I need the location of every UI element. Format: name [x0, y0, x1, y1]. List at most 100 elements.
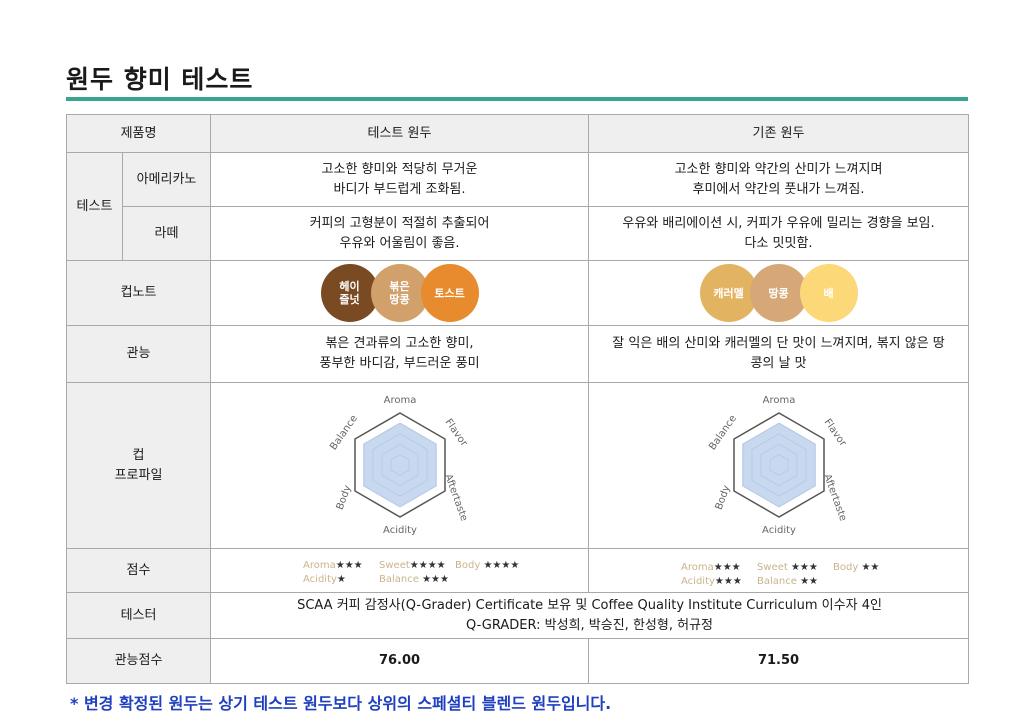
- latte-current-text: 우유와 배리에이션 시, 커피가 우유에 밀리는 경향을 보임. 다소 밋밋함.: [622, 215, 935, 251]
- score-key: Sweet: [757, 561, 788, 573]
- score-current-group: Aroma★★★ Sweet ★★★ Body ★★ Acidity★★★ Ba…: [589, 550, 968, 592]
- score-stars: ★★: [800, 575, 819, 587]
- sensory-current-text: 잘 익은 배의 산미와 캐러멜의 단 맛이 느껴지며, 볶지 않은 땅 콩의 날…: [612, 336, 945, 371]
- score-stars: ★★★: [335, 559, 363, 571]
- score-test-group: Aroma★★★ Sweet★★★★ Body ★★★★ Acidity★ Ba…: [211, 550, 588, 592]
- score-key: Balance: [379, 573, 419, 585]
- score-stars: ★★★: [714, 575, 742, 587]
- score-current-balance: Balance ★★: [757, 572, 818, 592]
- page-title: 원두 향미 테스트: [66, 65, 254, 94]
- cup-note-current-cell: 캐러멜 땅콩 배: [588, 260, 970, 326]
- score-test-balance: Balance ★★★: [379, 570, 449, 590]
- header-product: 제품명: [65, 114, 212, 153]
- radar-test-grid-ring-3: [372, 433, 427, 497]
- radar-current-grid-ring-1: [769, 454, 788, 476]
- score-stars: ★★★: [422, 573, 449, 585]
- radar-current-grid-ring-4: [742, 422, 815, 508]
- americano-test-text: 고소한 향미와 적당히 무거운 바디가 부드럽게 조화됨.: [321, 161, 478, 197]
- tester-cell: SCAA 커피 감정사(Q-Grader) Certificate 보유 및 C…: [210, 592, 970, 639]
- tester-label: 테스터: [65, 592, 212, 639]
- score-test-aroma: Aroma★★★: [303, 556, 363, 576]
- latte-current-cell: 우유와 배리에이션 시, 커피가 우유에 밀리는 경향을 보임. 다소 밋밋함.: [588, 206, 970, 261]
- tester-certification: SCAA 커피 감정사(Q-Grader) Certificate 보유 및 C…: [297, 597, 882, 613]
- radar-test-grid-ring-2: [381, 443, 418, 487]
- note-bubble-pear: 배: [799, 264, 858, 322]
- score-key: Sweet: [379, 559, 410, 571]
- cup-profile-label-text: 컵 프로파일: [114, 447, 163, 483]
- sensory-current-cell: 잘 익은 배의 산미와 캐러멜의 단 맛이 느껴지며, 볶지 않은 땅 콩의 날…: [588, 325, 970, 383]
- header-current-bean: 기존 원두: [588, 114, 970, 153]
- latte-label: 라떼: [121, 206, 212, 261]
- score-test-body: Body ★★★★: [455, 556, 519, 576]
- score-stars: ★★: [861, 561, 880, 573]
- note-bubble-caramel: 캐러멜: [699, 264, 758, 322]
- radar-current-frame: [732, 412, 825, 518]
- sensory-score-test: 76.00: [210, 638, 590, 684]
- cup-profile-current-cell: Aroma Flavor Aftertaste Acidity Body Bal…: [588, 382, 970, 549]
- americano-current-cell: 고소한 향미와 약간의 산미가 느껴지며 후미에서 약간의 풋내가 느껴짐.: [588, 152, 970, 207]
- sensory-score-current: 71.50: [588, 638, 970, 684]
- americano-label: 아메리카노: [121, 152, 212, 207]
- cup-note-test-bubbles: 헤이 즐넛 볶은 땅콩 토스트: [320, 262, 479, 324]
- score-key: Balance: [757, 575, 797, 587]
- score-current-cell: Aroma★★★ Sweet ★★★ Body ★★ Acidity★★★ Ba…: [588, 548, 970, 593]
- score-test-cell: Aroma★★★ Sweet★★★★ Body ★★★★ Acidity★ Ba…: [210, 548, 590, 593]
- radar-test-axis-flavor: Flavor: [442, 417, 469, 449]
- score-key: Aroma: [303, 559, 336, 571]
- radar-test-grid-ring-1: [390, 454, 409, 476]
- radar-current-axis-aftertaste: Aftertaste: [821, 473, 848, 523]
- radar-current-axis-body: Body: [713, 484, 732, 512]
- cup-profile-test-cell: Aroma Flavor Aftertaste Acidity Body Bal…: [210, 382, 590, 549]
- sensory-test-text: 볶은 견과류의 고소한 향미, 풍부한 바디감, 부드러운 풍미: [319, 336, 480, 371]
- radar-chart-current: Aroma Flavor Aftertaste Acidity Body Bal…: [707, 395, 849, 536]
- radar-current-axis-aroma: Aroma: [762, 395, 795, 406]
- header-test-bean: 테스트 원두: [210, 114, 590, 153]
- score-label: 점수: [65, 548, 212, 593]
- score-stars: ★★★★: [483, 559, 520, 571]
- score-current-body: Body ★★: [833, 558, 879, 578]
- radar-current-grid-ring-2: [760, 443, 797, 487]
- note-bubble-peanut: 땅콩: [749, 264, 808, 322]
- radar-test-grid-ring-4: [363, 422, 436, 508]
- score-test-acidity: Acidity★: [303, 570, 346, 590]
- title-divider: [66, 97, 968, 101]
- latte-test-cell: 커피의 고형분이 적절히 추출되어 우유와 어울림이 좋음.: [210, 206, 590, 261]
- radar-current-grid-ring-3: [751, 433, 806, 497]
- radar-chart-test: Aroma Flavor Aftertaste Acidity Body Bal…: [328, 395, 470, 536]
- cup-note-current-bubbles: 캐러멜 땅콩 배: [699, 262, 858, 324]
- sensory-test-cell: 볶은 견과류의 고소한 향미, 풍부한 바디감, 부드러운 풍미: [210, 325, 590, 383]
- score-stars: ★★★★: [409, 559, 446, 571]
- score-stars: ★★★: [713, 561, 741, 573]
- radar-test-axis-body: Body: [334, 484, 353, 512]
- radar-current-area: [741, 422, 816, 508]
- radar-test-axis-aroma: Aroma: [383, 395, 416, 406]
- radar-test-area: [362, 422, 437, 508]
- score-stars: ★★★: [790, 561, 818, 573]
- cup-profile-label: 컵 프로파일: [65, 382, 212, 549]
- tasting-table: 제품명 테스트 원두 기존 원두 테스트 아메리카노 고소한 향미와 적당히 무…: [65, 114, 970, 684]
- radar-test-frame: [353, 412, 446, 518]
- score-key: Body: [833, 561, 859, 573]
- americano-test-cell: 고소한 향미와 적당히 무거운 바디가 부드럽게 조화됨.: [210, 152, 590, 207]
- cup-note-test-cell: 헤이 즐넛 볶은 땅콩 토스트: [210, 260, 590, 326]
- note-bubble-toast: 토스트: [420, 264, 479, 322]
- sensory-score-label: 관능점수: [65, 638, 212, 684]
- radar-test-axis-aftertaste: Aftertaste: [442, 473, 469, 523]
- americano-current-text: 고소한 향미와 약간의 산미가 느껴지며 후미에서 약간의 풋내가 느껴짐.: [674, 161, 883, 197]
- score-current-acidity: Acidity★★★: [681, 572, 742, 592]
- sensory-label: 관능: [65, 325, 212, 383]
- latte-test-text: 커피의 고형분이 적절히 추출되어 우유와 어울림이 좋음.: [309, 215, 490, 251]
- score-current-aroma: Aroma★★★: [681, 558, 741, 578]
- test-group-label: 테스트: [66, 152, 123, 261]
- score-key: Body: [455, 559, 481, 571]
- score-current-sweet: Sweet ★★★: [757, 558, 818, 578]
- score-test-sweet: Sweet★★★★: [379, 556, 446, 576]
- score-key: Acidity: [681, 575, 715, 587]
- radar-current-axis-acidity: Acidity: [762, 525, 796, 536]
- score-key: Aroma: [681, 561, 714, 573]
- note-bubble-roasted-peanut: 볶은 땅콩: [370, 264, 429, 322]
- radar-test-axis-acidity: Acidity: [383, 525, 417, 536]
- footnote: * 변경 확정된 원두는 상기 테스트 원두보다 상위의 스페셜티 블렌드 원두…: [70, 694, 612, 713]
- cup-note-label: 컵노트: [65, 260, 212, 326]
- note-bubble-hazelnut: 헤이 즐넛: [320, 264, 379, 322]
